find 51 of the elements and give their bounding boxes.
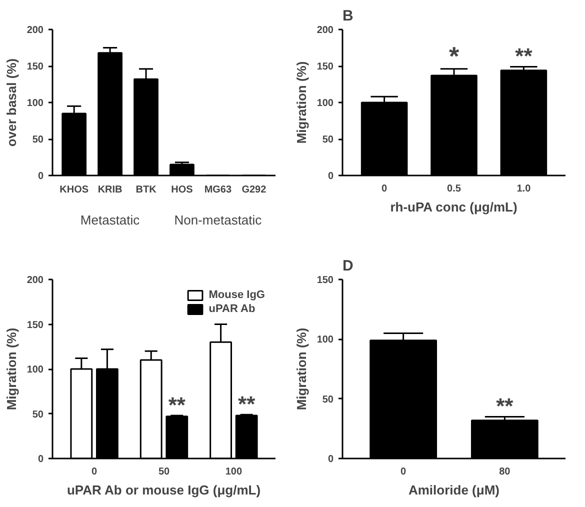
x-tick-label: 80: [499, 466, 511, 478]
chart-title: D: [342, 258, 354, 274]
x-tick-label: BTK: [136, 184, 158, 196]
x-tick-label: KRIB: [98, 184, 122, 196]
y-tick-label: 150: [26, 62, 44, 72]
y-tick-label: 150: [316, 62, 334, 72]
x-tick-label: KHOS: [60, 184, 89, 196]
y-tick-label: 50: [32, 134, 44, 146]
annotation: **: [238, 392, 256, 417]
y-axis-title: Migration (%): [294, 61, 309, 144]
x-tick-label: HOS: [171, 184, 194, 196]
y-tick-label: 200: [26, 275, 44, 286]
legend-label: uPAR Ab: [208, 303, 256, 315]
x-tick-label: 100: [225, 466, 242, 478]
legend-label: Mouse IgG: [208, 289, 265, 301]
y-tick-label: 0: [328, 454, 334, 465]
y-tick-label: 100: [26, 364, 44, 376]
y-tick-label: 150: [316, 275, 334, 286]
y-tick-label: 0: [38, 171, 44, 182]
y-tick-label: 50: [32, 409, 44, 420]
y-tick-label: 200: [316, 25, 334, 36]
y-axis-title: Migration (%): [294, 328, 309, 410]
x-tick-label: 0: [400, 466, 407, 478]
annotation: **: [515, 44, 533, 69]
y-tick-label: 0: [38, 454, 44, 465]
x-tick-label: G292: [242, 184, 267, 196]
x-tick-label: 0: [92, 466, 98, 478]
annotation: **: [168, 392, 186, 418]
text: Non-metastatic: [174, 212, 262, 228]
text: Metastatic: [80, 212, 140, 228]
y-tick-label: 100: [316, 98, 334, 109]
x-axis-title: Amiloride (μM): [408, 482, 500, 498]
y-tick-label: 100: [26, 98, 44, 109]
annotation: *: [448, 40, 460, 71]
y-tick-label: 0: [328, 171, 334, 182]
x-axis-title: rh-uPA conc (μg/mL): [390, 200, 518, 214]
y-tick-label: 200: [26, 25, 44, 36]
y-axis-title: Migration (%): [4, 328, 19, 410]
x-tick-label: MG63: [204, 184, 232, 196]
y-axis-title: over basal (%): [4, 58, 19, 147]
chart-title: B: [342, 8, 354, 24]
annotation: **: [496, 394, 514, 419]
y-tick-label: 150: [26, 320, 44, 331]
x-tick-label: 50: [158, 466, 170, 478]
x-tick-label: 1.0: [516, 184, 532, 194]
y-tick-label: 100: [316, 334, 334, 346]
x-axis-title: uPAR Ab or mouse IgG (μg/mL): [66, 482, 261, 498]
x-tick-label: 0: [382, 184, 388, 194]
x-tick-label: 0.5: [447, 184, 462, 194]
y-tick-label: 50: [322, 134, 334, 146]
y-tick-label: 50: [322, 394, 334, 406]
